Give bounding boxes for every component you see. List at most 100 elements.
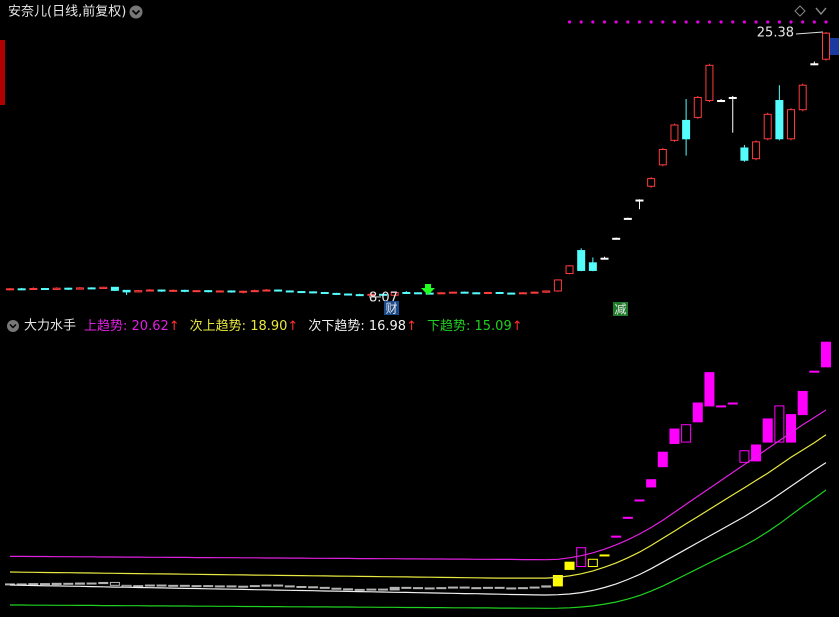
indicator-bar [401, 586, 412, 589]
candle-body [530, 291, 539, 294]
badge: 财 [386, 302, 398, 316]
indicator-bar [727, 402, 738, 405]
indicator-bar [506, 587, 517, 590]
indicator-bar [552, 574, 563, 587]
side-tab[interactable] [0, 40, 5, 105]
marker-dot [649, 20, 653, 24]
indicator-bar [774, 405, 785, 443]
indicator-bar [587, 558, 598, 568]
indicator-bar [622, 516, 633, 519]
legend-name: 次上趋势 [190, 318, 242, 334]
annotation-arrow [795, 31, 824, 35]
candle-body [798, 84, 807, 111]
candle-body [705, 64, 714, 102]
legend-name: 下趋势 [427, 318, 466, 334]
indicator-bar [413, 587, 423, 590]
indicator-bar [331, 587, 342, 590]
indicator-bar [599, 554, 610, 557]
candle-body [717, 100, 726, 103]
marker-dot [672, 20, 677, 24]
candle-body [285, 290, 294, 293]
indicator-bar [424, 587, 435, 590]
candle-body [460, 291, 469, 294]
indicator-bar [378, 588, 389, 591]
candle-body [122, 289, 131, 293]
title-dropdown[interactable] [129, 5, 143, 19]
badge-bg [613, 302, 628, 316]
indicator-bar [786, 414, 797, 443]
candle-body [99, 286, 108, 290]
indicator-bar [133, 585, 144, 588]
legend-name: 上趋势 [84, 318, 123, 334]
candle-body [390, 291, 399, 296]
indicator-bar [366, 588, 377, 591]
buy-arrow [421, 284, 435, 295]
candle-body [822, 32, 830, 60]
candle-body [6, 288, 14, 291]
candle-body [623, 217, 632, 220]
indicator-bar [716, 405, 727, 408]
indicator-bar [179, 584, 190, 587]
indicator-bar [576, 547, 587, 568]
candle-body [204, 290, 213, 293]
candle-body [577, 250, 586, 271]
candle-body [309, 291, 318, 294]
marker-dot [824, 20, 828, 24]
marker-dot [661, 20, 665, 24]
indicator-bar [704, 372, 715, 407]
candle-body [192, 290, 201, 293]
indicator-bar [389, 586, 400, 591]
high-annotation: 25.38 [757, 25, 794, 40]
marker-dot [789, 20, 793, 24]
marker-dot [684, 20, 688, 24]
candle-body [728, 96, 737, 99]
indicator-bar [86, 582, 97, 585]
marker-dot [812, 20, 816, 24]
marker-dot [614, 20, 618, 24]
legend-value: 18.90 [250, 319, 287, 334]
legend-arrow: ↑ [287, 319, 298, 334]
indicator-bar [308, 586, 319, 589]
candle-body [274, 289, 283, 292]
indicator-bar [168, 584, 179, 587]
trend-line [9, 462, 827, 596]
collapse-icon[interactable] [815, 7, 827, 16]
indicator-bar [63, 582, 74, 585]
indicator-bar [121, 584, 132, 588]
legend-value: 16.98 [369, 319, 406, 334]
marker-dot [637, 20, 642, 24]
indicator-bar [436, 587, 447, 590]
indicator-bar [739, 450, 750, 463]
indicator-bar [564, 561, 575, 570]
diamond-icon[interactable] [794, 5, 806, 17]
candle-body [227, 290, 236, 293]
marker-dot [742, 20, 747, 24]
indicator-bar [98, 581, 109, 585]
indicator-bar [494, 586, 505, 589]
candle-body [297, 291, 306, 294]
indicator-bar [296, 585, 307, 588]
indicator-title: 大力水手 [24, 319, 76, 334]
marker-dot [707, 20, 712, 24]
candle-body [215, 290, 224, 293]
indicator-bar [51, 582, 62, 585]
candle-body [75, 287, 84, 290]
candle-body [367, 293, 376, 296]
indicator-bar [459, 586, 470, 589]
indicator-bar [203, 585, 214, 588]
candle-body [87, 287, 96, 290]
edge-badge [829, 38, 839, 55]
legend-separator: : [466, 319, 475, 334]
candle-body [239, 290, 248, 293]
indicator-bar [214, 585, 225, 588]
candle-body [495, 291, 504, 294]
candle-body [180, 289, 189, 292]
marker-dot [754, 20, 758, 24]
indicator-bar [109, 581, 120, 586]
candle-body [40, 288, 49, 291]
candle-body [437, 292, 446, 295]
candle-body [157, 289, 166, 292]
indicator-dropdown[interactable] [7, 320, 19, 332]
legend-name: 次下趋势 [308, 318, 360, 334]
indicator-bar [261, 584, 272, 587]
